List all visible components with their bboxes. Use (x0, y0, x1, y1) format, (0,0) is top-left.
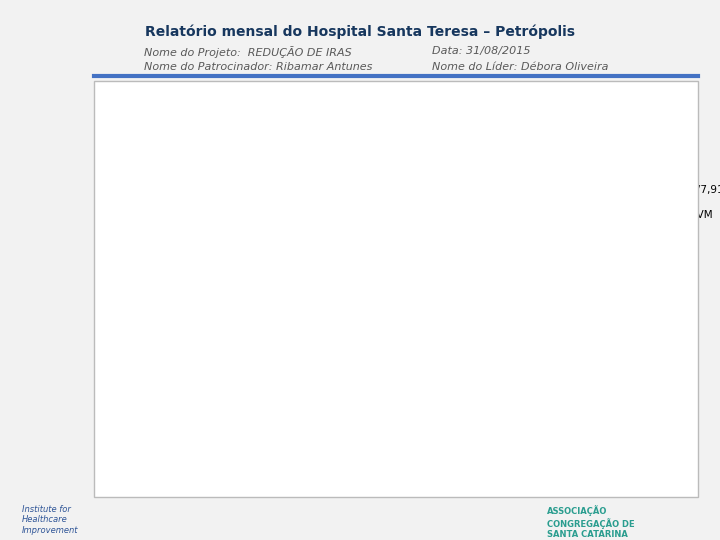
Text: 0.00: 0.00 (387, 454, 408, 463)
Text: 5.00: 5.00 (184, 330, 204, 340)
Text: ASSOCIAÇÃO
CONGREGAÇÃO DE
SANTA CATARINA: ASSOCIAÇÃO CONGREGAÇÃO DE SANTA CATARINA (547, 505, 635, 539)
Text: 4.00: 4.00 (539, 350, 559, 359)
Text: Densidade de Incidência de Pneumonia Associada a Ventilação Mecânica: Densidade de Incidência de Pneumonia Ass… (98, 111, 581, 124)
Text: Nome do Projeto:  REDUÇÃO DE IRAS: Nome do Projeto: REDUÇÃO DE IRAS (144, 46, 352, 58)
Text: 10.93: 10.93 (225, 218, 251, 227)
Legend: Meta PAV 3,95, Méd ia Atual PAV7,91, São Judas  PNM/VM: Meta PAV 3,95, Méd ia Atual PAV7,91, São… (578, 159, 720, 220)
Y-axis label: Densidade de incidência por 1000 pacientes/dia: Densidade de incidência por 1000 pacient… (138, 190, 147, 409)
Text: 3.68: 3.68 (431, 356, 451, 365)
Text: Relatório mensal do Hospital Santa Teresa – Petrópolis: Relatório mensal do Hospital Santa Teres… (145, 24, 575, 39)
Text: Data: 31/08/2015: Data: 31/08/2015 (432, 46, 531, 56)
Text: 4.29: 4.29 (472, 344, 492, 353)
Text: Nome do Líder: Débora Oliveira: Nome do Líder: Débora Oliveira (432, 62, 608, 72)
Text: Nome do Patrocinador: Ribamar Antunes: Nome do Patrocinador: Ribamar Antunes (144, 62, 372, 72)
Text: 12.66: 12.66 (286, 185, 311, 194)
Text: 3.94: 3.94 (333, 351, 353, 360)
Text: Institute for
Healthcare
Improvement: Institute for Healthcare Improvement (22, 505, 78, 535)
